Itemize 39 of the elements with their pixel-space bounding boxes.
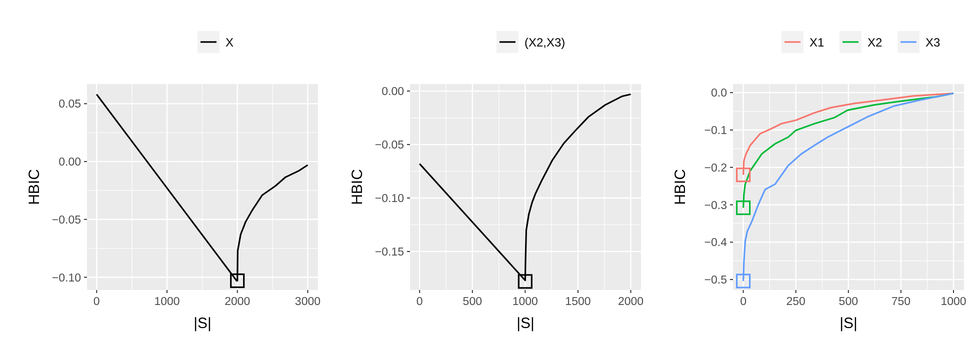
- x-tick-label: 250: [786, 296, 806, 308]
- y-tick-label: −0.2: [704, 162, 727, 174]
- x-tick-label: 2000: [224, 296, 250, 308]
- y-tick-label: −0.05: [374, 140, 404, 152]
- x-axis-title: |S|: [840, 315, 858, 332]
- legend-label: X2: [868, 36, 883, 50]
- y-tick-label: −0.10: [374, 193, 404, 206]
- y-tick-label: −0.1: [704, 124, 727, 137]
- x-tick-label: 0: [416, 296, 423, 308]
- legend-label: X1: [810, 36, 825, 50]
- x-tick-label: 0: [93, 296, 100, 308]
- x-tick-label: 1000: [154, 296, 180, 308]
- y-axis-title: HBIC: [349, 168, 366, 205]
- x-tick-label: 1000: [512, 296, 538, 308]
- y-axis-title: HBIC: [26, 168, 43, 205]
- x-tick-label: 1500: [565, 296, 591, 308]
- y-axis-title: HBIC: [672, 168, 689, 205]
- y-tick-label: 0.05: [58, 98, 81, 111]
- x-tick-label: 1000: [940, 296, 966, 308]
- y-tick-label: −0.10: [52, 272, 81, 284]
- x-tick-label: 0: [740, 296, 747, 308]
- y-tick-label: −0.5: [704, 274, 727, 287]
- x-tick-label: 750: [891, 296, 911, 308]
- legend-label: X3: [926, 36, 941, 50]
- y-tick-label: 0.00: [58, 156, 81, 169]
- y-tick-label: −0.05: [52, 214, 81, 226]
- y-tick-label: −0.15: [374, 246, 404, 258]
- y-tick-label: 0.0: [711, 88, 727, 100]
- x-tick-label: 2000: [618, 296, 644, 308]
- x-tick-label: 500: [462, 296, 482, 308]
- x-tick-label: 500: [838, 296, 858, 308]
- x-tick-label: 3000: [294, 296, 321, 308]
- x-axis-title: |S|: [194, 315, 212, 332]
- y-tick-label: −0.4: [704, 237, 728, 250]
- x-axis-title: |S|: [516, 315, 534, 332]
- y-tick-label: −0.3: [704, 200, 727, 212]
- legend-label: X: [226, 36, 234, 50]
- legend-label: (X2,X3): [524, 36, 566, 50]
- y-tick-label: 0.00: [382, 86, 404, 98]
